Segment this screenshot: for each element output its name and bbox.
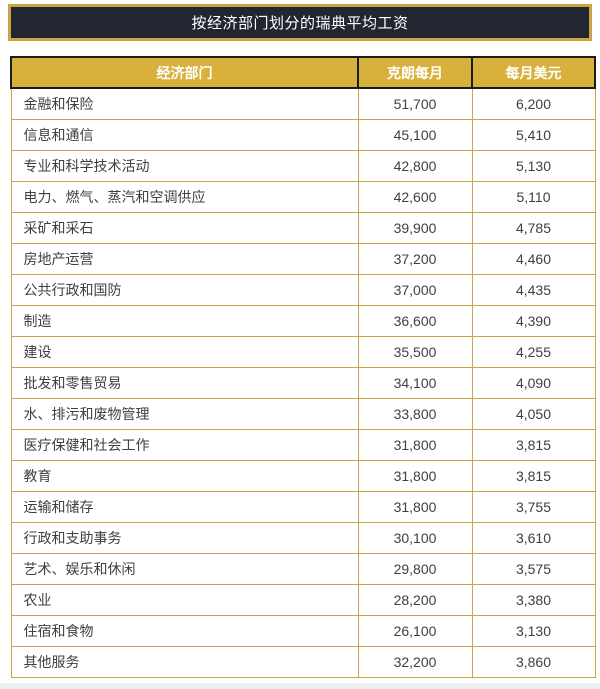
sector-cell: 住宿和食物 <box>10 615 359 647</box>
sector-cell: 艺术、娱乐和休闲 <box>10 553 359 585</box>
sector-cell: 水、排污和废物管理 <box>10 398 359 430</box>
usd-cell: 6,200 <box>471 87 596 120</box>
sector-cell: 批发和零售贸易 <box>10 367 359 399</box>
sector-cell: 运输和储存 <box>10 491 359 523</box>
sector-cell: 农业 <box>10 584 359 616</box>
salary-table: 经济部门 克朗每月 每月美元 金融和保险 51,700 6,200 信息和通信 45,1… <box>10 56 596 678</box>
sek-cell: 42,600 <box>357 181 473 213</box>
sek-cell: 31,800 <box>357 491 473 523</box>
table-row: 住宿和食物 26,100 3,130 <box>10 615 596 647</box>
usd-cell: 3,755 <box>471 491 596 523</box>
table-row: 批发和零售贸易 34,100 4,090 <box>10 367 596 399</box>
sector-cell: 信息和通信 <box>10 119 359 151</box>
usd-cell: 4,785 <box>471 212 596 244</box>
usd-cell: 3,575 <box>471 553 596 585</box>
table-row: 公共行政和国防 37,000 4,435 <box>10 274 596 306</box>
usd-cell: 4,460 <box>471 243 596 275</box>
usd-cell: 5,410 <box>471 119 596 151</box>
table-row: 运输和储存 31,800 3,755 <box>10 491 596 523</box>
usd-cell: 3,815 <box>471 460 596 492</box>
sector-cell: 公共行政和国防 <box>10 274 359 306</box>
table-row: 教育 31,800 3,815 <box>10 460 596 492</box>
sek-cell: 31,800 <box>357 429 473 461</box>
usd-cell: 4,050 <box>471 398 596 430</box>
sek-cell: 45,100 <box>357 119 473 151</box>
table-row: 专业和科学技术活动 42,800 5,130 <box>10 150 596 182</box>
table-row: 其他服务 32,200 3,860 <box>10 646 596 678</box>
usd-cell: 3,380 <box>471 584 596 616</box>
sek-cell: 30,100 <box>357 522 473 554</box>
table-row: 建设 35,500 4,255 <box>10 336 596 368</box>
sek-cell: 34,100 <box>357 367 473 399</box>
usd-cell: 4,090 <box>471 367 596 399</box>
table-row: 信息和通信 45,100 5,410 <box>10 119 596 151</box>
table-row: 医疗保健和社会工作 31,800 3,815 <box>10 429 596 461</box>
usd-cell: 3,815 <box>471 429 596 461</box>
sector-cell: 行政和支助事务 <box>10 522 359 554</box>
table-row: 采矿和采石 39,900 4,785 <box>10 212 596 244</box>
usd-cell: 5,110 <box>471 181 596 213</box>
sek-cell: 37,200 <box>357 243 473 275</box>
page-title: 按经济部门划分的瑞典平均工资 <box>191 15 409 32</box>
sector-cell: 金融和保险 <box>10 87 359 120</box>
sector-cell: 建设 <box>10 336 359 368</box>
sek-cell: 31,800 <box>357 460 473 492</box>
sector-cell: 制造 <box>10 305 359 337</box>
usd-cell: 3,860 <box>471 646 596 678</box>
usd-cell: 3,130 <box>471 615 596 647</box>
table-row: 电力、燃气、蒸汽和空调供应 42,600 5,110 <box>10 181 596 213</box>
table-row: 水、排污和废物管理 33,800 4,050 <box>10 398 596 430</box>
sek-cell: 39,900 <box>357 212 473 244</box>
column-header-usd: 每月美元 <box>471 56 596 89</box>
usd-cell: 4,435 <box>471 274 596 306</box>
sek-cell: 42,800 <box>357 150 473 182</box>
usd-cell: 3,610 <box>471 522 596 554</box>
sek-cell: 26,100 <box>357 615 473 647</box>
usd-cell: 5,130 <box>471 150 596 182</box>
sek-cell: 35,500 <box>357 336 473 368</box>
sector-cell: 房地产运营 <box>10 243 359 275</box>
sek-cell: 32,200 <box>357 646 473 678</box>
sector-cell: 教育 <box>10 460 359 492</box>
table-row: 房地产运营 37,200 4,460 <box>10 243 596 275</box>
sek-cell: 36,600 <box>357 305 473 337</box>
sek-cell: 33,800 <box>357 398 473 430</box>
sek-cell: 51,700 <box>357 87 473 120</box>
table-row: 行政和支助事务 30,100 3,610 <box>10 522 596 554</box>
column-header-sector: 经济部门 <box>10 56 359 89</box>
column-header-sek: 克朗每月 <box>357 56 473 89</box>
footer-strip <box>0 683 600 689</box>
sector-cell: 采矿和采石 <box>10 212 359 244</box>
sek-cell: 29,800 <box>357 553 473 585</box>
table-row: 农业 28,200 3,380 <box>10 584 596 616</box>
sector-cell: 医疗保健和社会工作 <box>10 429 359 461</box>
sek-cell: 37,000 <box>357 274 473 306</box>
header-row: 经济部门 克朗每月 每月美元 <box>10 56 596 89</box>
sek-cell: 28,200 <box>357 584 473 616</box>
title-bar: 按经济部门划分的瑞典平均工资 <box>8 4 592 41</box>
usd-cell: 4,390 <box>471 305 596 337</box>
table-row: 金融和保险 51,700 6,200 <box>10 87 596 120</box>
sector-cell: 专业和科学技术活动 <box>10 150 359 182</box>
sector-cell: 电力、燃气、蒸汽和空调供应 <box>10 181 359 213</box>
usd-cell: 4,255 <box>471 336 596 368</box>
sector-cell: 其他服务 <box>10 646 359 678</box>
table-row: 制造 36,600 4,390 <box>10 305 596 337</box>
table-row: 艺术、娱乐和休闲 29,800 3,575 <box>10 553 596 585</box>
